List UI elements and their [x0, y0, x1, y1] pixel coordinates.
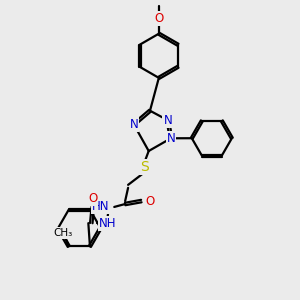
Text: N: N	[130, 118, 138, 131]
Text: S: S	[140, 160, 149, 174]
Text: O: O	[88, 192, 98, 205]
Text: NH: NH	[99, 217, 116, 230]
Text: O: O	[154, 12, 164, 25]
Text: N: N	[164, 114, 172, 127]
Text: O: O	[145, 195, 154, 208]
Text: CH₃: CH₃	[53, 228, 73, 238]
Text: HN: HN	[92, 200, 109, 213]
Text: N: N	[167, 132, 175, 145]
